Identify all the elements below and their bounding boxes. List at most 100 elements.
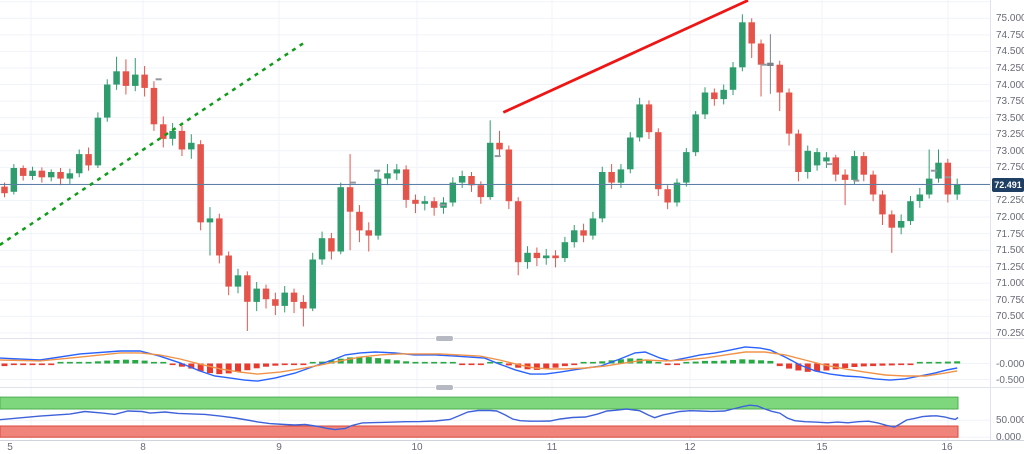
time-label: 8 xyxy=(140,442,146,453)
candle xyxy=(384,173,391,179)
last-price-badge: 72.491 xyxy=(992,178,1024,192)
candle xyxy=(468,176,475,186)
candle xyxy=(188,142,195,150)
candle xyxy=(916,194,924,202)
candle xyxy=(29,170,36,176)
candle xyxy=(944,162,952,195)
candle xyxy=(617,169,625,183)
candle xyxy=(701,92,709,115)
price-tick-label: 71.000 xyxy=(996,278,1024,289)
candle xyxy=(767,62,774,66)
candle xyxy=(66,173,74,179)
price-tick-label: 71.250 xyxy=(996,262,1024,273)
candle xyxy=(795,133,802,172)
candle xyxy=(935,162,942,179)
candle xyxy=(514,201,522,263)
price-pane[interactable] xyxy=(0,0,990,339)
price-tick-label: 74.250 xyxy=(996,63,1024,74)
candle xyxy=(75,154,83,174)
candle xyxy=(103,84,111,118)
candle xyxy=(627,137,634,170)
pane-resize-handle[interactable] xyxy=(435,384,454,391)
price-tick-label: 72.750 xyxy=(996,162,1024,173)
oscillator-pane[interactable] xyxy=(0,388,990,440)
price-tick-label: 70.750 xyxy=(996,295,1024,306)
candle xyxy=(234,275,242,287)
time-label: 15 xyxy=(816,442,828,453)
pane-separator[interactable] xyxy=(0,387,1024,388)
pane-separator[interactable] xyxy=(0,338,1024,339)
candle xyxy=(19,168,27,176)
price-tick-label: 73.250 xyxy=(996,129,1024,140)
candle xyxy=(729,67,737,90)
macd-pane[interactable] xyxy=(0,339,990,387)
candle xyxy=(776,64,783,93)
price-tick-label: 71.750 xyxy=(996,229,1024,240)
candle xyxy=(673,182,681,203)
price-markers xyxy=(155,63,951,207)
time-axis[interactable]: 5 8 9 10 11 12 15 16 xyxy=(0,441,990,454)
candle xyxy=(486,142,494,198)
candle xyxy=(150,87,158,125)
candle xyxy=(10,168,18,192)
candle xyxy=(599,172,606,219)
candle xyxy=(132,74,139,86)
candle xyxy=(1,186,8,194)
candle xyxy=(692,114,699,153)
candle xyxy=(169,130,176,139)
candle xyxy=(328,238,335,252)
macd-histogram xyxy=(1,356,961,375)
lower-band xyxy=(0,425,959,438)
macd-tick-label: -0.000 xyxy=(996,359,1024,370)
candle xyxy=(458,176,466,183)
time-label: 11 xyxy=(546,442,558,453)
oscillator-tick-label: 0.000 xyxy=(996,432,1022,443)
oscillator-line xyxy=(0,404,959,431)
candle xyxy=(664,189,671,203)
candle xyxy=(524,252,531,263)
candle xyxy=(412,199,419,204)
candle xyxy=(318,238,326,260)
candle xyxy=(832,157,840,175)
candle xyxy=(860,156,868,175)
price-tick-label: 74.000 xyxy=(996,80,1024,91)
candle xyxy=(897,221,905,228)
candle xyxy=(160,124,167,139)
price-tick-label: 74.500 xyxy=(996,46,1024,57)
candle xyxy=(216,218,223,256)
candle xyxy=(356,211,363,231)
macd-tick-label: -0.500 xyxy=(996,375,1024,386)
candle xyxy=(300,301,307,309)
chart-area: 5 8 9 10 11 12 15 16 xyxy=(0,0,990,454)
candle xyxy=(477,185,485,198)
candle xyxy=(430,201,438,208)
candle xyxy=(711,92,718,100)
red-trendline[interactable] xyxy=(502,0,749,114)
candle xyxy=(925,178,933,195)
price-axis[interactable]: 72.491 75.000 74.750 74.500 74.250 74.000 73.… xyxy=(990,0,1024,443)
candle xyxy=(748,22,755,44)
time-label: 10 xyxy=(411,442,423,453)
pane-resize-handle[interactable] xyxy=(435,335,454,342)
candle xyxy=(813,152,821,166)
candle xyxy=(94,117,102,166)
candle xyxy=(804,150,811,172)
candle xyxy=(38,170,46,178)
grid xyxy=(0,0,990,339)
candle xyxy=(589,218,597,236)
candle xyxy=(290,292,298,302)
green-dotted-trendline[interactable] xyxy=(0,39,308,246)
candle xyxy=(785,92,793,134)
candle xyxy=(953,184,961,195)
time-label: 12 xyxy=(684,442,696,453)
candle xyxy=(608,172,615,183)
price-tick-label: 73.000 xyxy=(996,146,1024,157)
candle xyxy=(57,172,64,179)
candle xyxy=(496,142,503,150)
candle xyxy=(720,89,727,100)
candle xyxy=(272,299,279,306)
candle xyxy=(253,288,260,302)
macd-signal-line xyxy=(0,351,958,377)
candle xyxy=(122,71,130,86)
